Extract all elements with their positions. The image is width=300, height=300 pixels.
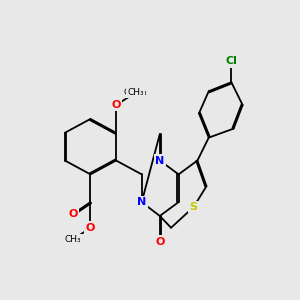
Text: O: O — [86, 223, 95, 233]
Text: O: O — [155, 237, 164, 247]
Text: N: N — [137, 197, 146, 207]
Text: N: N — [155, 155, 164, 166]
Text: OCH₃: OCH₃ — [124, 88, 148, 97]
Text: Cl: Cl — [225, 56, 237, 66]
Text: CH₃: CH₃ — [128, 88, 144, 97]
Text: O: O — [68, 209, 78, 219]
Text: S: S — [190, 202, 198, 212]
Text: O: O — [111, 100, 121, 110]
Text: CH₃: CH₃ — [65, 235, 82, 244]
Text: CH₃: CH₃ — [65, 235, 82, 244]
